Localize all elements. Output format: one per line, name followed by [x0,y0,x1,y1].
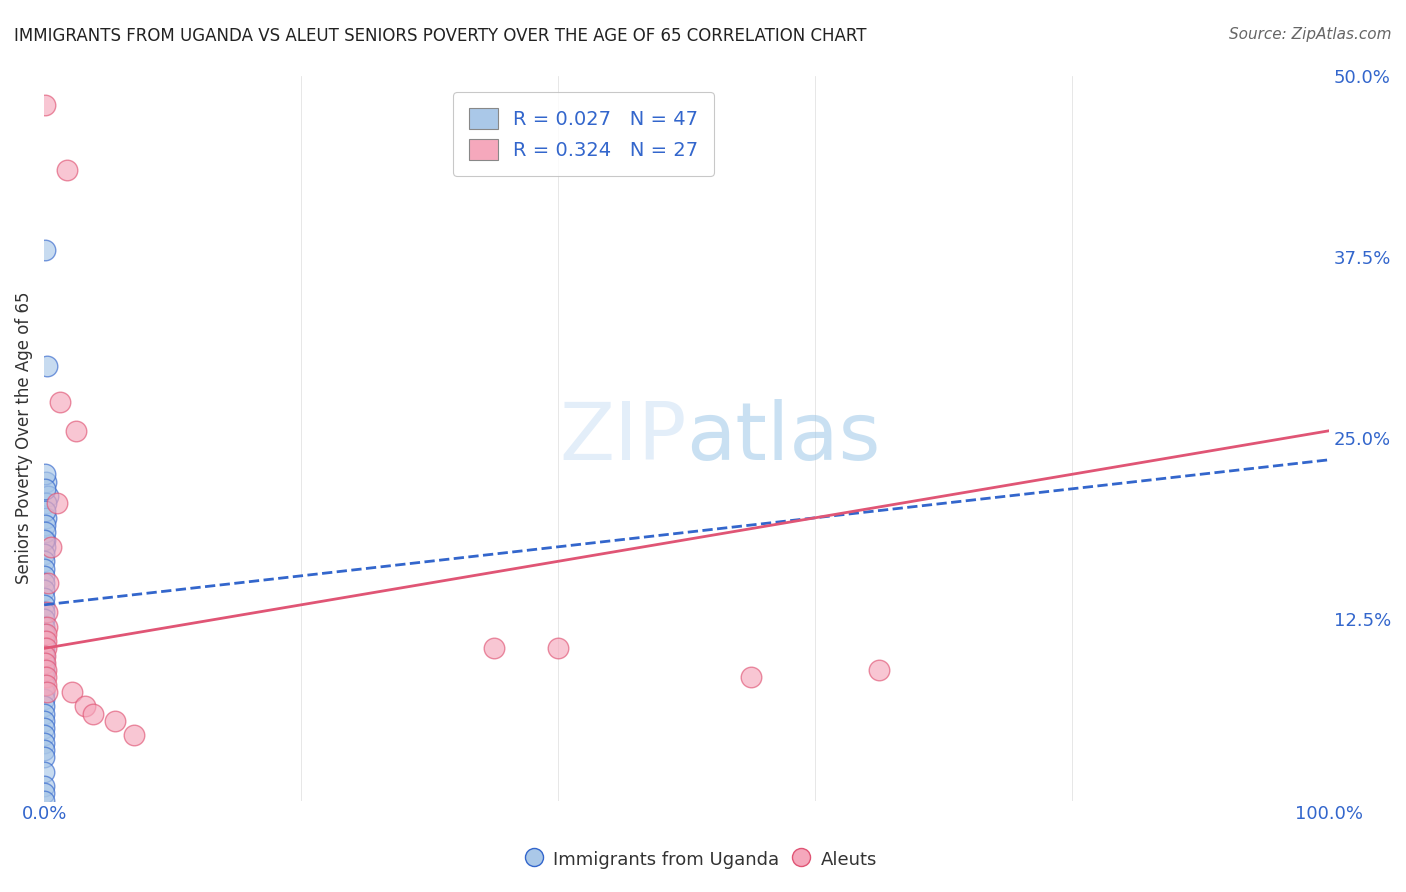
Point [34,547,56,561]
Point [740,670,762,684]
Point [46,496,69,510]
Point [35,619,58,633]
Point [39,540,62,554]
Point [34,533,56,547]
Point [32,794,55,808]
Point [32,677,55,691]
Point [65,424,87,438]
Point [34,518,56,533]
Point [48,394,70,409]
Point [32,779,55,793]
Point [34,467,56,482]
Point [34,656,56,670]
Point [32,612,55,626]
Point [35,627,58,641]
Text: atlas: atlas [686,399,880,477]
Point [32,663,55,677]
Point [82,706,104,721]
Point [34,641,56,656]
Point [32,656,55,670]
Point [32,641,55,656]
Point [32,692,55,706]
Point [32,634,55,648]
Point [56,162,79,177]
Point [32,743,55,757]
Point [37,685,59,699]
Point [35,677,58,691]
Point [37,576,59,591]
Point [32,736,55,750]
Point [35,634,58,648]
Point [34,554,56,568]
Y-axis label: Seniors Poverty Over the Age of 65: Seniors Poverty Over the Age of 65 [15,292,32,584]
Point [34,511,56,525]
Point [547,641,569,656]
Point [32,699,55,714]
Point [32,685,55,699]
Point [34,561,56,575]
Point [32,750,55,764]
Point [32,598,55,612]
Point [35,496,58,510]
Point [32,605,55,619]
Point [34,97,56,112]
Point [32,627,55,641]
Point [34,503,56,517]
Point [34,525,56,540]
Point [35,475,58,489]
Point [34,243,56,257]
Point [32,583,55,598]
Point [32,576,55,591]
Point [32,764,55,779]
Point [35,670,58,684]
Point [34,482,56,496]
Point [32,714,55,728]
Point [75,699,97,714]
Point [34,663,56,677]
Point [868,663,890,677]
Point [32,706,55,721]
Point [104,714,127,728]
Point [34,569,56,583]
Point [482,641,505,656]
Point [122,728,145,742]
Point [37,605,59,619]
Point [34,533,56,547]
Point [32,721,55,735]
Point [32,670,55,684]
Point [32,591,55,605]
Point [34,540,56,554]
Point [32,786,55,800]
Point [32,619,55,633]
Text: Source: ZipAtlas.com: Source: ZipAtlas.com [1229,27,1392,42]
Point [32,728,55,742]
Point [32,648,55,663]
Legend: R = 0.027   N = 47, R = 0.324   N = 27: R = 0.027 N = 47, R = 0.324 N = 27 [453,93,714,176]
Point [60,685,83,699]
Point [37,489,59,503]
Text: ZIP: ZIP [560,399,686,477]
Text: IMMIGRANTS FROM UGANDA VS ALEUT SENIORS POVERTY OVER THE AGE OF 65 CORRELATION C: IMMIGRANTS FROM UGANDA VS ALEUT SENIORS … [14,27,866,45]
Point [34,648,56,663]
Point [37,359,59,373]
Legend: Immigrants from Uganda, Aleuts: Immigrants from Uganda, Aleuts [522,843,884,876]
